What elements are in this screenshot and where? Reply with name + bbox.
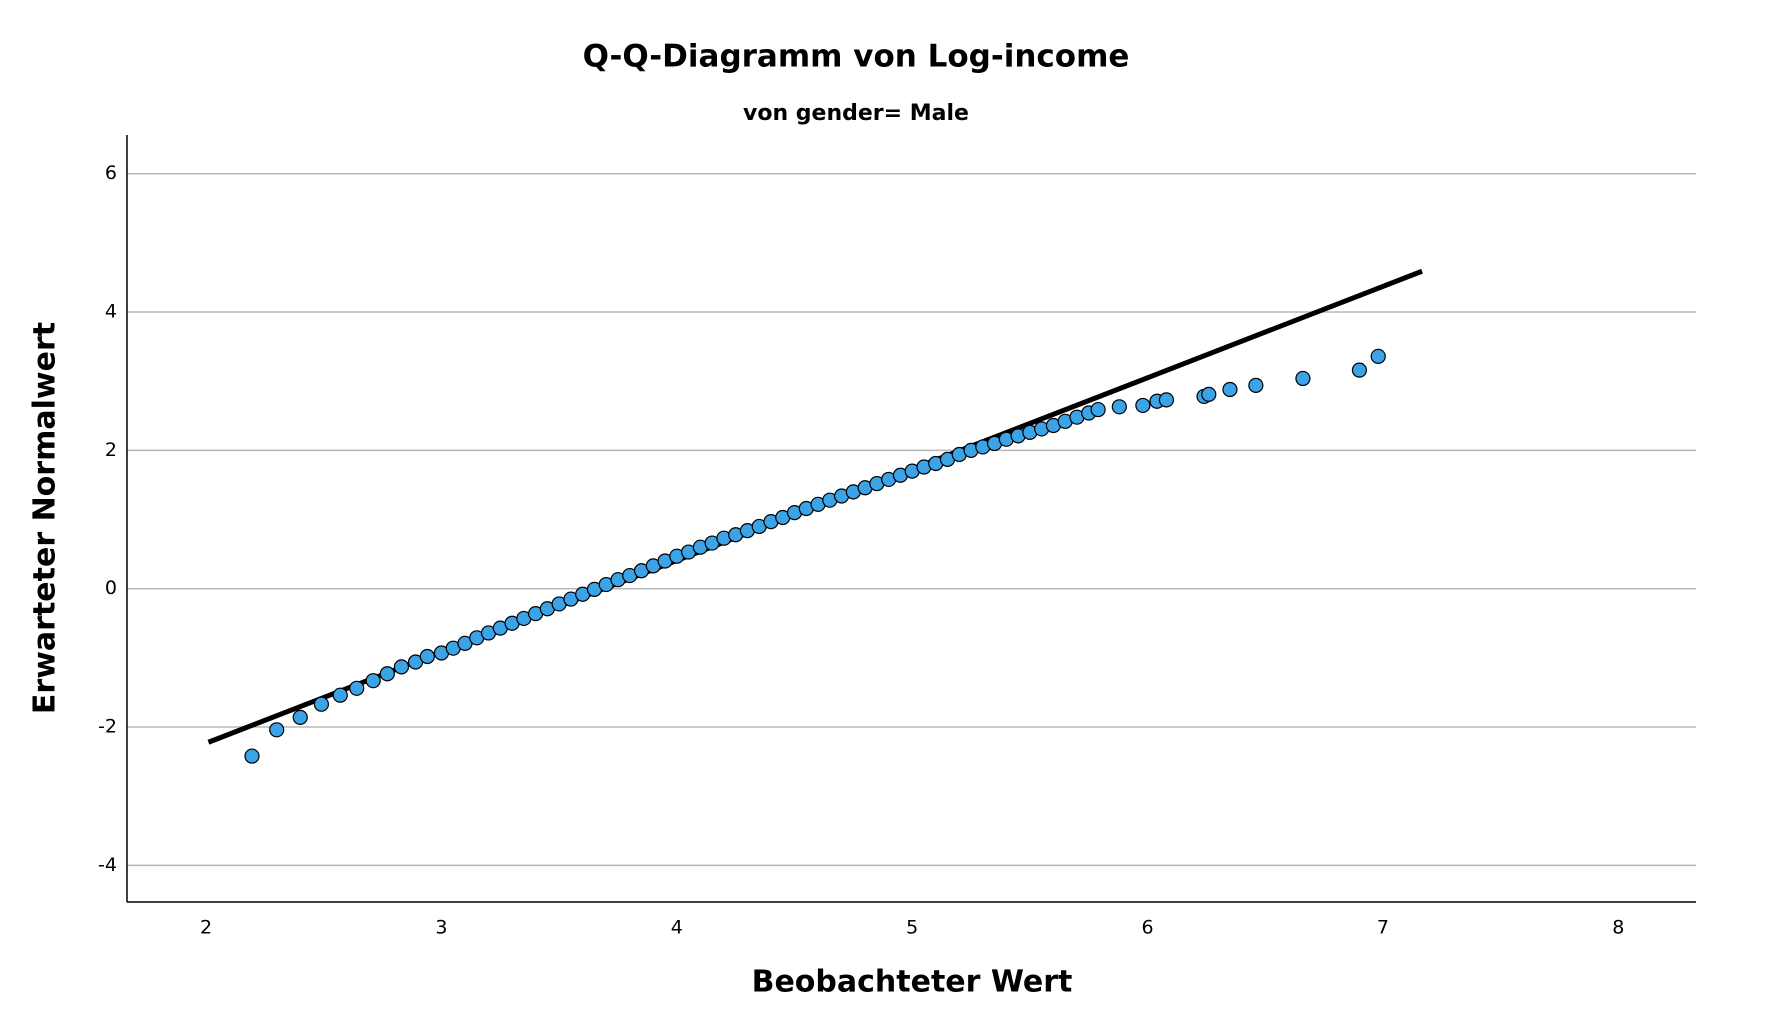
data-point [1295, 370, 1311, 387]
y-axis-label: Erwarteter Normalwert [28, 322, 63, 714]
chart-subtitle: von gender= Male [743, 101, 969, 126]
data-point [1090, 401, 1106, 418]
x-tick-label: 3 [435, 917, 447, 939]
data-point [1351, 362, 1368, 378]
y-tick-label: -4 [98, 854, 117, 876]
data-point [1201, 386, 1217, 402]
x-axis-label: Beobachteter Wert [752, 965, 1073, 1000]
x-tick-label: 2 [200, 917, 212, 939]
data-point [1111, 399, 1127, 415]
data-point [365, 673, 381, 689]
data-point [1135, 397, 1151, 414]
data-point [379, 666, 395, 682]
data-point [1158, 392, 1175, 408]
y-tick-label: 4 [105, 301, 117, 323]
data-point [1248, 377, 1264, 393]
data-point [292, 709, 308, 725]
x-tick-label: 5 [906, 917, 918, 939]
x-tick-label: 8 [1612, 917, 1624, 939]
x-tick-label: 4 [671, 917, 683, 939]
data-point [269, 722, 285, 738]
x-tick-label: 7 [1377, 917, 1389, 939]
data-point [1370, 348, 1386, 364]
data-point [244, 748, 260, 764]
data-point [332, 687, 348, 703]
chart-title: Q-Q-Diagramm von Log-income [583, 39, 1130, 75]
y-tick-label: -2 [98, 716, 117, 738]
data-point [349, 680, 365, 696]
data-point [313, 696, 330, 712]
y-tick-label: 6 [105, 162, 117, 184]
data-point [1222, 381, 1238, 398]
y-tick-label: 0 [105, 577, 117, 599]
data-point [419, 648, 435, 665]
x-tick-label: 6 [1142, 917, 1154, 939]
y-tick-label: 2 [105, 439, 117, 461]
data-point [393, 659, 410, 675]
